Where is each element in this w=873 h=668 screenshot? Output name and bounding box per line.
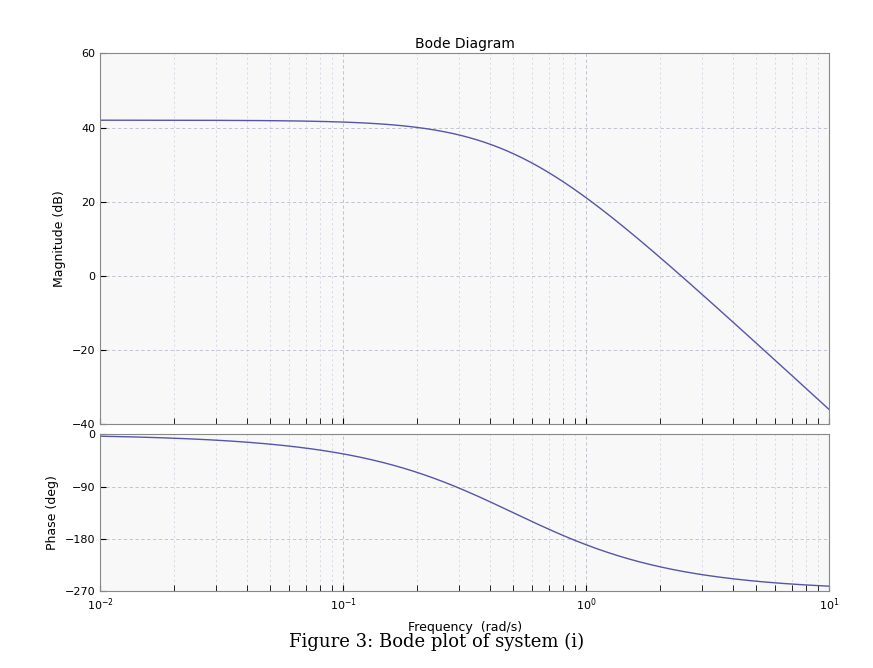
Title: Bode Diagram: Bode Diagram [415,37,515,51]
Text: Figure 3: Bode plot of system (i): Figure 3: Bode plot of system (i) [289,633,584,651]
Y-axis label: Phase (deg): Phase (deg) [46,475,59,550]
Y-axis label: Magnitude (dB): Magnitude (dB) [53,190,66,287]
X-axis label: Frequency  (rad/s): Frequency (rad/s) [408,621,522,634]
